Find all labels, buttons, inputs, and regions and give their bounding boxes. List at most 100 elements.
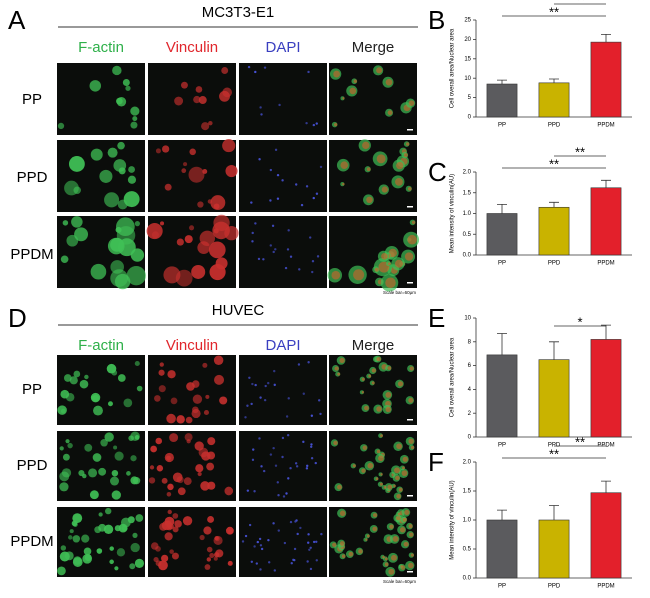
cell: [362, 141, 370, 150]
cell: [310, 414, 314, 417]
micrograph: [239, 63, 327, 135]
cell: [402, 456, 408, 462]
cell: [206, 462, 215, 471]
cell: [174, 96, 184, 106]
significance-label: *: [577, 314, 582, 329]
cell: [117, 141, 125, 150]
cell: [164, 516, 175, 527]
x-tick-label: PPDM: [597, 123, 614, 129]
cell: [107, 401, 113, 407]
cell: [67, 442, 73, 449]
column-header: Merge: [352, 39, 395, 56]
bar: [590, 339, 622, 438]
y-tick-label: 10: [464, 76, 471, 82]
cell: [278, 103, 281, 107]
cell: [385, 406, 392, 413]
cell: [191, 264, 206, 279]
cell: [380, 473, 383, 476]
y-axis-label: Cell overall area/Nuclear area: [450, 337, 456, 417]
cell: [114, 273, 131, 290]
cell: [248, 523, 252, 527]
cell: [84, 443, 93, 452]
cell: [295, 519, 298, 522]
cell: [403, 153, 408, 158]
cell: [130, 121, 138, 129]
cell: [253, 545, 256, 548]
cell: [384, 557, 388, 561]
cell: [94, 526, 102, 534]
cell: [368, 374, 372, 378]
cell: [401, 466, 405, 470]
cell: [89, 80, 102, 92]
cell: [254, 70, 257, 74]
cell: [394, 467, 400, 474]
cell: [130, 542, 140, 553]
cell: [154, 395, 161, 402]
cell: [164, 532, 173, 541]
cell: [259, 396, 262, 399]
cell: [246, 489, 250, 492]
cell: [284, 266, 288, 270]
cell: [197, 201, 204, 208]
cell: [201, 451, 211, 461]
cell: [349, 87, 357, 95]
x-tick-label: PPD: [548, 261, 561, 267]
cell: [376, 449, 381, 454]
cell: [365, 538, 368, 541]
cell: [155, 437, 163, 445]
cell: [274, 248, 277, 251]
cell: [104, 432, 114, 442]
y-axis-label: Cell overall area/Nuclear area: [450, 28, 456, 108]
cell: [183, 477, 192, 486]
cell: [361, 377, 365, 381]
cell: [251, 231, 254, 235]
cell: [411, 220, 416, 225]
cell: [393, 484, 396, 488]
cell: [339, 357, 345, 364]
cell: [312, 123, 316, 127]
y-tick-label: 20: [464, 37, 471, 43]
cell: [403, 541, 409, 547]
cell: [195, 464, 204, 473]
cell: [385, 78, 393, 86]
cell: [112, 65, 122, 76]
cell: [374, 267, 379, 272]
cell: [378, 455, 384, 462]
scale-bar: [407, 282, 413, 284]
cell: [185, 416, 193, 424]
cell: [379, 482, 383, 486]
cell: [397, 512, 401, 516]
column-header: F-actin: [78, 337, 124, 354]
cell: [214, 374, 225, 385]
cell: [159, 522, 168, 531]
cell: [371, 368, 376, 373]
cell: [73, 556, 82, 565]
cell: [272, 522, 275, 525]
cell: [177, 487, 186, 496]
cell: [134, 360, 140, 367]
x-tick-label: PPD: [548, 584, 561, 590]
scale-note: Scale bar=60μm: [383, 290, 416, 295]
cell: [151, 231, 159, 239]
cell: [302, 392, 305, 395]
cell: [260, 465, 263, 468]
cell: [306, 560, 309, 563]
y-tick-label: 5: [468, 95, 472, 101]
cell: [252, 448, 255, 451]
cell: [376, 406, 382, 412]
cell: [219, 396, 228, 405]
bar: [538, 82, 570, 118]
bar: [590, 492, 622, 579]
micrograph: [329, 216, 417, 288]
cell: [309, 567, 313, 571]
cell: [258, 437, 261, 440]
cell: [125, 85, 131, 91]
cell: [224, 486, 234, 496]
cell: [244, 534, 248, 538]
cell: [289, 255, 293, 258]
cell: [269, 199, 272, 202]
cell: [110, 476, 120, 486]
cell: [316, 255, 320, 258]
cell: [299, 526, 302, 530]
